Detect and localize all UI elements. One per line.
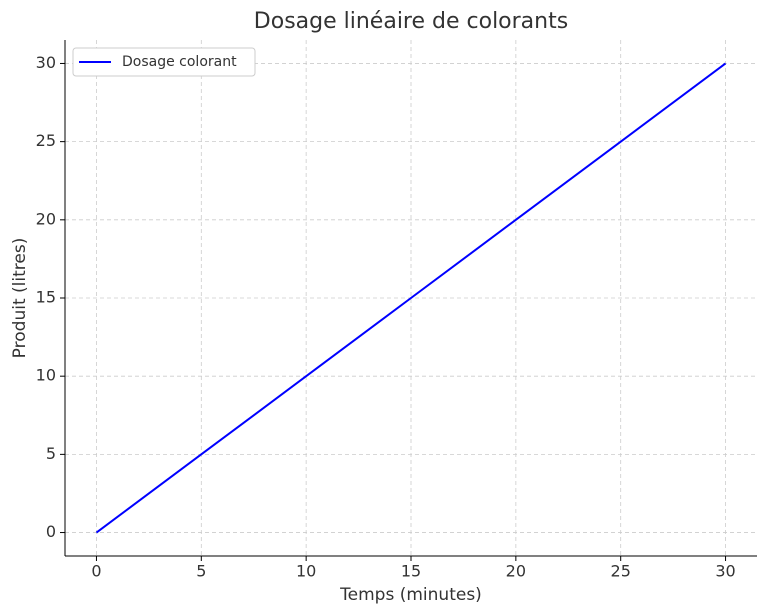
y-tick-label: 25 [36,131,56,150]
y-tick-label: 10 [36,366,56,385]
x-tick-label: 30 [715,562,735,581]
x-tick-label: 10 [296,562,316,581]
y-axis-label: Produit (litres) [10,238,30,359]
x-tick-label: 25 [611,562,631,581]
y-tick-label: 30 [36,53,56,72]
legend-label: Dosage colorant [122,54,237,70]
chart-title: Dosage linéaire de colorants [254,9,568,34]
x-tick-label: 20 [506,562,526,581]
x-axis-label: Temps (minutes) [339,585,482,605]
x-tick-label: 15 [401,562,421,581]
y-tick-label: 0 [46,522,56,541]
data-line [95,62,727,534]
x-tick-label: 5 [196,562,206,581]
y-tick-label: 15 [36,288,56,307]
y-tick-label: 20 [36,209,56,228]
y-tick-label: 5 [46,444,56,463]
legend-box [72,47,256,77]
x-tick-label: 0 [91,562,101,581]
